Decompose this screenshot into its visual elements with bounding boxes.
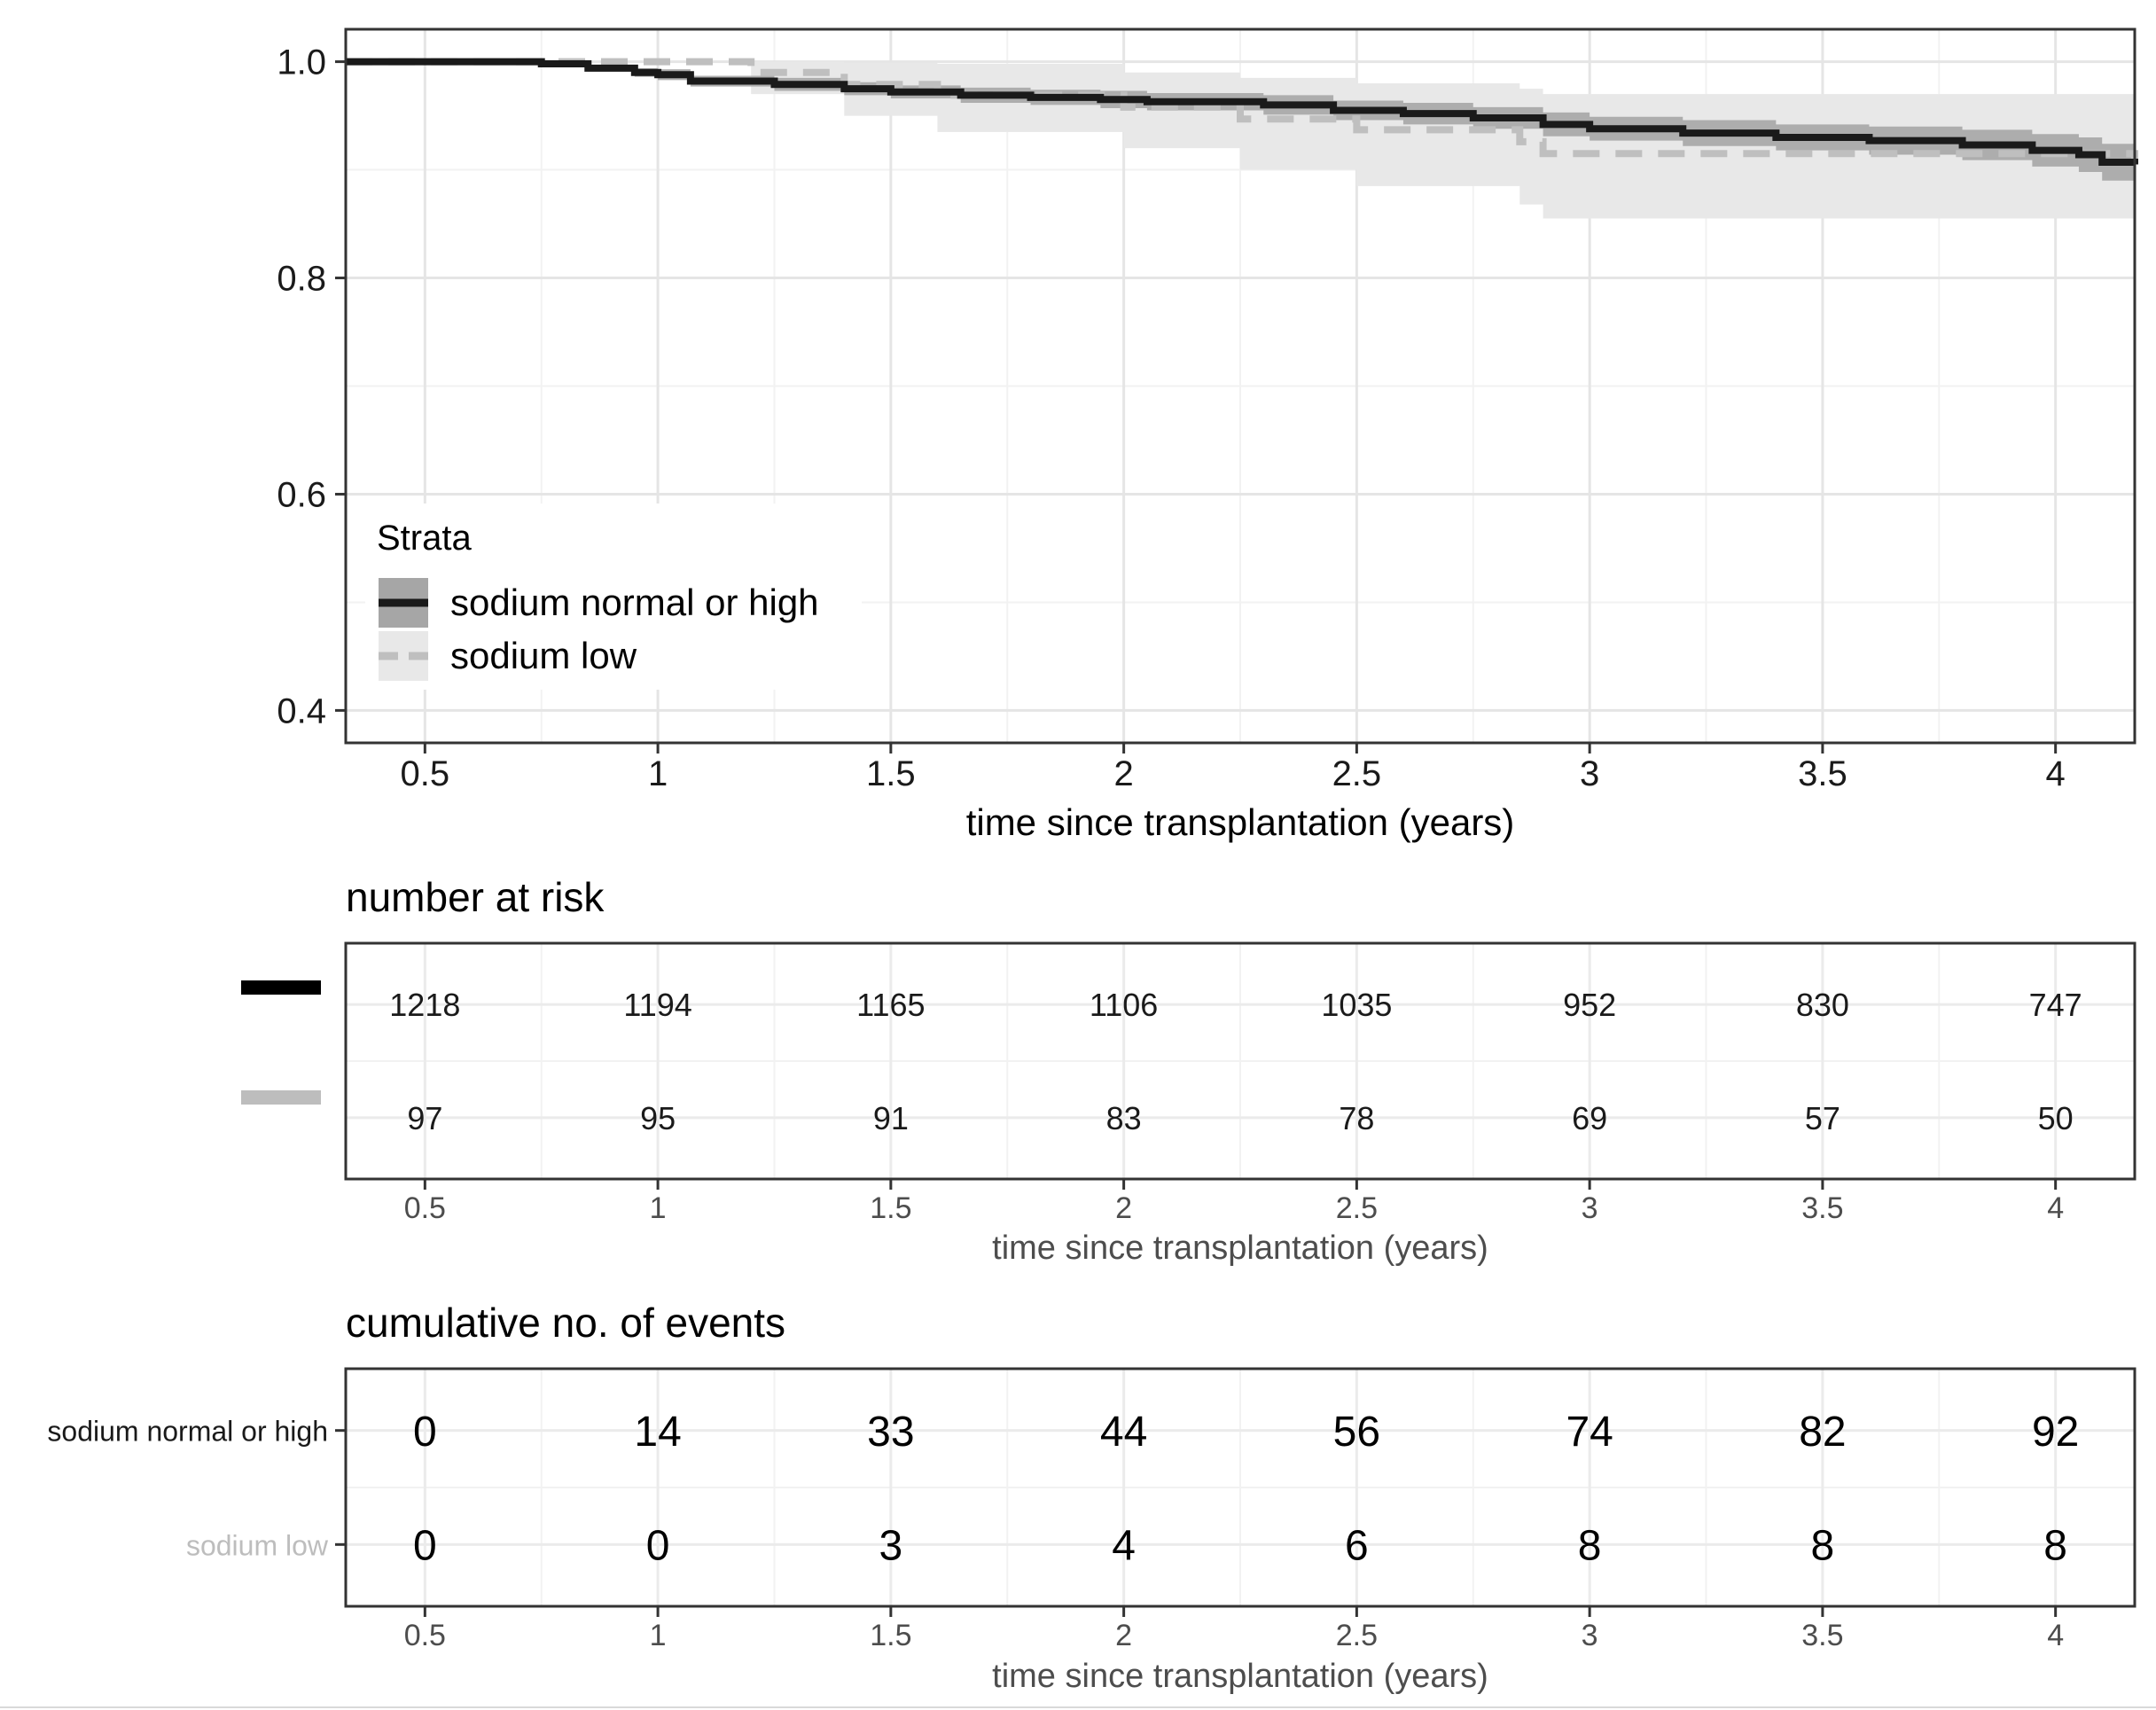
events-table-cell-low: 8: [2043, 1523, 2067, 1570]
risk-table-x-tick-label: 4: [2047, 1191, 2064, 1225]
survival-x-tick-label: 3.5: [1798, 754, 1847, 793]
curve-sodium-normal-or-high: [346, 58, 2138, 167]
events-table-cell-normal: 33: [867, 1409, 914, 1456]
events-table-title: cumulative no. of events: [346, 1300, 785, 1346]
curve-sodium-low: [346, 58, 2138, 160]
survival-y-tick-label: 0.4: [277, 691, 326, 730]
events-table-cell-normal: 44: [1100, 1409, 1147, 1456]
survival-confidence-bands: [346, 61, 2135, 224]
events-row-label-normal: sodium normal or high: [47, 1416, 328, 1448]
survival-y-tick-label: 1.0: [277, 43, 326, 82]
events-table-x-tick-label: 2.5: [1336, 1619, 1378, 1652]
risk-table-x-tick-label: 3: [1582, 1191, 1598, 1225]
risk-table-x-tick-label: 1.5: [870, 1191, 911, 1225]
events-table-cell-low: 8: [1811, 1523, 1835, 1570]
events-table-x-tick-label: 1: [650, 1619, 667, 1652]
risk-table-cell-normal: 1194: [623, 987, 691, 1023]
risk-table-cell-low: 69: [1572, 1100, 1607, 1136]
events-table-cell-normal: 92: [2032, 1409, 2079, 1456]
risk-table-cell-low: 83: [1106, 1100, 1142, 1136]
risk-table-cell-low: 97: [407, 1100, 442, 1136]
events-row-label-low: sodium low: [186, 1529, 329, 1561]
events-table-x-tick-label: 4: [2047, 1619, 2064, 1652]
survival-x-tick-label: 1.5: [866, 754, 916, 793]
risk-table-cell-low: 78: [1339, 1100, 1374, 1136]
risk-table-border: [344, 941, 2136, 1181]
risk-table-title: number at risk: [346, 874, 605, 920]
risk-table-cell-normal: 1106: [1090, 987, 1158, 1023]
survival-x-tick-label: 2.5: [1332, 754, 1382, 793]
events-table-border: [344, 1367, 2136, 1608]
events-table-cells: 0 14 33 44 56 74 82 92 0 0 3 4 6 8 8 8: [413, 1409, 2079, 1570]
events-table-cell-low: 4: [1112, 1523, 1136, 1570]
events-table-cell-low: 8: [1578, 1523, 1602, 1570]
risk-table-cell-normal: 830: [1796, 987, 1849, 1023]
risk-table-cells: 1218 1194 1165 1106 1035 952 830 747 97 95 91 83 78 6…: [389, 987, 2082, 1136]
band-sodium-low: [346, 61, 2135, 224]
risk-table-cell-low: 50: [2038, 1100, 2074, 1136]
events-table-cell-normal: 74: [1566, 1409, 1613, 1456]
survival-y-axis: 0.4 0.6 0.8 1.0: [277, 43, 346, 730]
survival-y-tick-label: 0.8: [277, 260, 326, 299]
survival-x-tick-label: 1: [648, 754, 668, 793]
survival-x-axis: 0.5 1 1.5 2 2.5 3 3.5 4: [401, 743, 2066, 793]
risk-table-x-tick-label: 0.5: [404, 1191, 446, 1225]
events-table-x-tick-label: 1.5: [870, 1619, 911, 1652]
legend: Strata sodium normal or high sodium low: [365, 504, 862, 690]
events-table-cell-normal: 0: [413, 1409, 437, 1456]
events-table-panel: cumulative no. of events sodium normal o…: [47, 1300, 2136, 1695]
events-table-cell-low: 3: [879, 1523, 903, 1570]
risk-table-x-tick-label: 3.5: [1801, 1191, 1843, 1225]
risk-table-cell-normal: 1218: [389, 987, 460, 1023]
events-table-x-tick-label: 0.5: [404, 1619, 446, 1652]
survival-plot-border: [344, 27, 2136, 745]
risk-table-cell-normal: 1165: [856, 987, 925, 1023]
risk-table-x-tick-label: 2.5: [1336, 1191, 1378, 1225]
survival-x-axis-title: time since transplantation (years): [966, 801, 1515, 843]
events-table-cell-low: 0: [413, 1523, 437, 1570]
risk-table-cell-normal: 747: [2029, 987, 2082, 1023]
risk-table-cell-normal: 1035: [1321, 987, 1392, 1023]
events-table-row-labels: sodium normal or high sodium low: [47, 1416, 346, 1561]
survival-panel: 0.4 0.6 0.8 1.0 0.5 1 1.5 2 2.5 3 3.5 4 time since…: [277, 27, 2138, 843]
survival-x-tick-label: 3: [1580, 754, 1599, 793]
survival-y-tick-label: 0.6: [277, 475, 326, 514]
legend-background: [365, 504, 862, 690]
risk-table-row-keys: [241, 980, 321, 1105]
risk-table-x-tick-label: 1: [650, 1191, 667, 1225]
risk-table-cell-normal: 952: [1563, 987, 1616, 1023]
risk-table-cell-low: 91: [873, 1100, 909, 1136]
legend-title: Strata: [377, 519, 472, 558]
risk-table-x-tick-label: 2: [1115, 1191, 1132, 1225]
events-table-x-axis-title: time since transplantation (years): [992, 1658, 1488, 1695]
legend-label-normal: sodium normal or high: [450, 582, 819, 623]
survival-x-tick-label: 0.5: [401, 754, 450, 793]
events-table-x-axis: 0.5 1 1.5 2 2.5 3 3.5 4: [404, 1606, 2064, 1652]
risk-table-x-axis: 0.5 1 1.5 2 2.5 3 3.5 4: [404, 1179, 2064, 1225]
events-table-cell-normal: 56: [1333, 1409, 1380, 1456]
events-table-cell-normal: 14: [634, 1409, 681, 1456]
events-table-cell-low: 6: [1345, 1523, 1369, 1570]
risk-table-cell-low: 57: [1805, 1100, 1840, 1136]
risk-table-grid: [346, 943, 2135, 1179]
risk-table-cell-low: 95: [640, 1100, 676, 1136]
events-table-cell-low: 0: [646, 1523, 670, 1570]
legend-label-low: sodium low: [450, 635, 637, 676]
risk-table-x-axis-title: time since transplantation (years): [992, 1230, 1488, 1267]
events-table-x-tick-label: 3: [1582, 1619, 1598, 1652]
events-table-x-tick-label: 2: [1115, 1619, 1132, 1652]
risk-table-panel: number at risk 1218 1194 1165 1106 1035 952 83…: [241, 874, 2136, 1267]
survival-x-tick-label: 2: [1113, 754, 1133, 793]
survival-curves: [346, 58, 2138, 167]
events-table-grid: [346, 1369, 2135, 1606]
events-table-cell-normal: 82: [1799, 1409, 1846, 1456]
events-table-x-tick-label: 3.5: [1801, 1619, 1843, 1652]
survival-x-tick-label: 4: [2046, 754, 2066, 793]
